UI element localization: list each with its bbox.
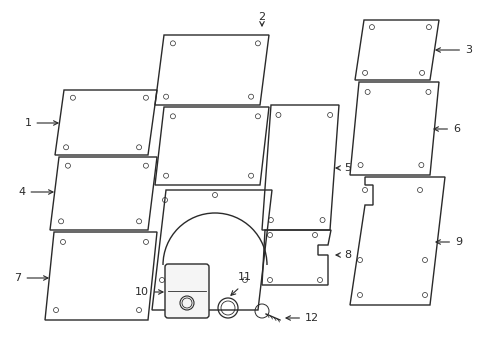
Text: 8: 8 xyxy=(335,250,351,260)
Text: 2: 2 xyxy=(258,12,265,22)
Text: 12: 12 xyxy=(285,313,319,323)
Text: 9: 9 xyxy=(435,237,461,247)
Text: 10: 10 xyxy=(135,287,163,297)
Text: 1: 1 xyxy=(24,118,58,128)
FancyBboxPatch shape xyxy=(164,264,208,318)
Text: 11: 11 xyxy=(238,272,251,282)
Text: 4: 4 xyxy=(19,187,53,197)
Text: 3: 3 xyxy=(435,45,471,55)
Text: 5: 5 xyxy=(335,163,351,173)
Text: 6: 6 xyxy=(433,124,459,134)
Text: 7: 7 xyxy=(15,273,48,283)
